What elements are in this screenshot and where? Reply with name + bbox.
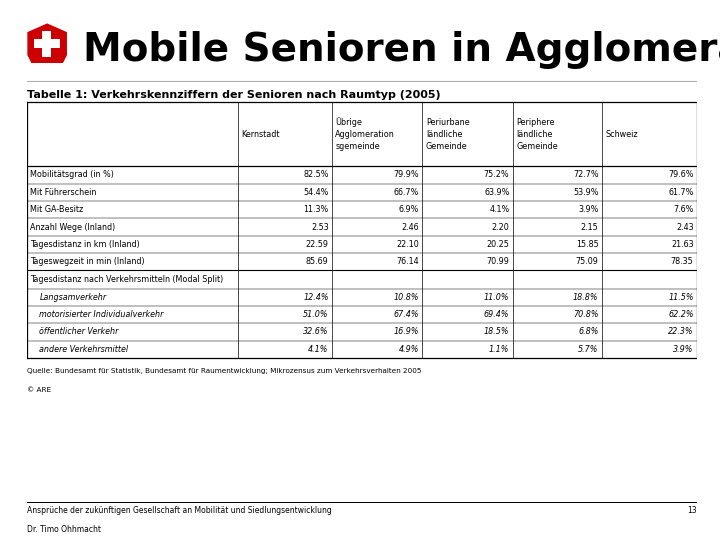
Text: 32.6%: 32.6%	[303, 327, 328, 336]
Text: 3.9%: 3.9%	[673, 345, 693, 354]
Text: 54.4%: 54.4%	[303, 188, 328, 197]
Text: Quelle: Bundesamt für Statistik, Bundesamt für Raumentwicklung; Mikrozensus zum : Quelle: Bundesamt für Statistik, Bundesa…	[27, 368, 422, 374]
Text: 4.9%: 4.9%	[399, 345, 419, 354]
Text: 11.3%: 11.3%	[303, 205, 328, 214]
Text: 76.14: 76.14	[397, 257, 419, 266]
Text: 67.4%: 67.4%	[394, 310, 419, 319]
Text: 79.6%: 79.6%	[668, 171, 693, 179]
Text: öffentlicher Verkehr: öffentlicher Verkehr	[40, 327, 119, 336]
Text: 78.35: 78.35	[671, 257, 693, 266]
Text: 82.5%: 82.5%	[303, 171, 328, 179]
Text: 7.6%: 7.6%	[673, 205, 693, 214]
Text: 75.2%: 75.2%	[484, 171, 510, 179]
Text: 22.59: 22.59	[306, 240, 328, 249]
Text: Dr. Timo Ohhmacht: Dr. Timo Ohhmacht	[27, 525, 102, 534]
Text: 1.1%: 1.1%	[489, 345, 510, 354]
Text: 12.4%: 12.4%	[303, 293, 328, 302]
Text: Mobilitätsgrad (in %): Mobilitätsgrad (in %)	[30, 171, 114, 179]
Text: Tagesdistanz nach Verkehrsmitteln (Modal Split): Tagesdistanz nach Verkehrsmitteln (Modal…	[30, 275, 223, 284]
Text: 69.4%: 69.4%	[484, 310, 510, 319]
Text: 62.2%: 62.2%	[668, 310, 693, 319]
Text: © ARE: © ARE	[27, 387, 52, 393]
Text: Tabelle 1: Verkehrskennziffern der Senioren nach Raumtyp (2005): Tabelle 1: Verkehrskennziffern der Senio…	[27, 90, 441, 100]
Text: 2.15: 2.15	[581, 222, 598, 232]
Text: 53.9%: 53.9%	[573, 188, 598, 197]
Text: Langsamverkehr: Langsamverkehr	[40, 293, 107, 302]
Text: 2.53: 2.53	[311, 222, 328, 232]
Text: Periurbane
ländliche
Gemeinde: Periurbane ländliche Gemeinde	[426, 118, 469, 151]
Text: 2.43: 2.43	[676, 222, 693, 232]
Text: 16.9%: 16.9%	[394, 327, 419, 336]
Text: 70.8%: 70.8%	[573, 310, 598, 319]
Text: Ansprüche der zukünftigen Gesellschaft an Mobilität und Siedlungsentwicklung: Ansprüche der zukünftigen Gesellschaft a…	[27, 506, 332, 515]
Text: andere Verkehrsmittel: andere Verkehrsmittel	[40, 345, 129, 354]
Text: 63.9%: 63.9%	[484, 188, 510, 197]
Text: Periphere
ländliche
Gemeinde: Periphere ländliche Gemeinde	[516, 118, 558, 151]
Bar	[42, 31, 51, 57]
Text: 22.10: 22.10	[396, 240, 419, 249]
Text: Mit Führerschein: Mit Führerschein	[30, 188, 96, 197]
Text: 21.63: 21.63	[671, 240, 693, 249]
Text: 75.09: 75.09	[576, 257, 598, 266]
Text: Übrige
Agglomeration
sgemeinde: Übrige Agglomeration sgemeinde	[336, 118, 395, 151]
Text: 85.69: 85.69	[306, 257, 328, 266]
Text: Mit GA-Besitz: Mit GA-Besitz	[30, 205, 84, 214]
Text: 70.99: 70.99	[487, 257, 510, 266]
Text: 79.9%: 79.9%	[393, 171, 419, 179]
Text: 18.8%: 18.8%	[573, 293, 598, 302]
Text: motorisierter Individualverkehr: motorisierter Individualverkehr	[40, 310, 163, 319]
Polygon shape	[27, 23, 67, 63]
Text: 2.46: 2.46	[402, 222, 419, 232]
Text: Tagesdistanz in km (Inland): Tagesdistanz in km (Inland)	[30, 240, 140, 249]
Text: 18.5%: 18.5%	[484, 327, 510, 336]
Text: 22.3%: 22.3%	[668, 327, 693, 336]
Text: 66.7%: 66.7%	[394, 188, 419, 197]
Text: Anzahl Wege (Inland): Anzahl Wege (Inland)	[30, 222, 115, 232]
Text: 11.0%: 11.0%	[484, 293, 510, 302]
Text: 61.7%: 61.7%	[668, 188, 693, 197]
Text: 3.9%: 3.9%	[578, 205, 598, 214]
Text: 6.8%: 6.8%	[578, 327, 598, 336]
Text: Kernstadt: Kernstadt	[242, 130, 280, 139]
Text: 2.20: 2.20	[492, 222, 510, 232]
Text: 15.85: 15.85	[576, 240, 598, 249]
Text: 72.7%: 72.7%	[573, 171, 598, 179]
Text: 5.7%: 5.7%	[578, 345, 598, 354]
Text: 4.1%: 4.1%	[489, 205, 510, 214]
Text: 13: 13	[688, 506, 697, 515]
Text: 10.8%: 10.8%	[394, 293, 419, 302]
Text: 20.25: 20.25	[487, 240, 510, 249]
Text: 11.5%: 11.5%	[668, 293, 693, 302]
Text: 6.9%: 6.9%	[399, 205, 419, 214]
Bar	[35, 39, 60, 48]
Text: Mobile Senioren in Agglomerationen: Mobile Senioren in Agglomerationen	[83, 31, 720, 69]
Text: 51.0%: 51.0%	[303, 310, 328, 319]
Text: Schweiz: Schweiz	[606, 130, 638, 139]
Text: 4.1%: 4.1%	[308, 345, 328, 354]
Text: Tageswegzeit in min (Inland): Tageswegzeit in min (Inland)	[30, 257, 145, 266]
